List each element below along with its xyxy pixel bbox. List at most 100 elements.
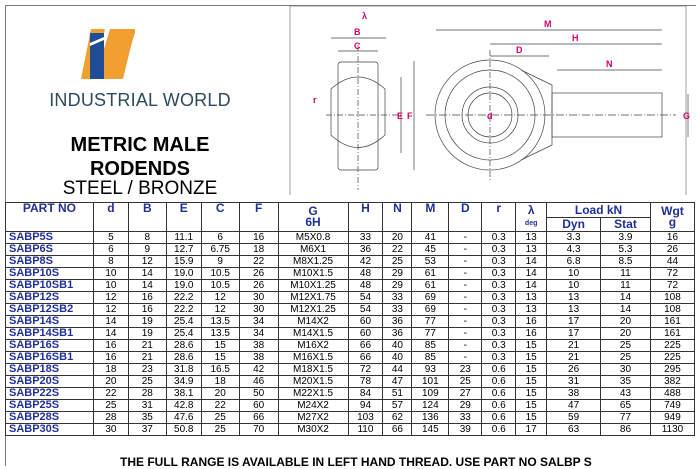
col-stat: Stat	[600, 217, 651, 232]
cell: 35	[127, 411, 167, 424]
cell: 25	[600, 351, 651, 364]
cell: 42	[347, 255, 384, 268]
part-number: SABP14SB1	[5, 327, 94, 340]
table-row: SABP16SB1 16 21 28.6 15 38 M16X1.5 66 40 85-0.3 15…	[5, 351, 696, 364]
cell: 38	[546, 387, 602, 400]
cell: 11.1	[165, 231, 202, 244]
part-number: SABP28S	[5, 411, 94, 424]
cell: 0.3	[481, 231, 517, 244]
cell: 0.3	[481, 339, 517, 352]
cell: 101	[411, 375, 450, 388]
cell: 14	[127, 279, 167, 292]
table-row: SABP20S 20 25 34.9 18 46 M20X1.5 78 47 101 25 0.6 15…	[5, 375, 696, 388]
cell: 16	[92, 351, 129, 364]
cell: M12X1.25	[277, 303, 349, 316]
cell: 16	[649, 231, 696, 244]
cell: 3.9	[600, 231, 651, 244]
table-row: SABP16S 16 21 28.6 15 38 M16X2 66 40 85-0.3 15 21 25…	[5, 339, 696, 352]
table-row: SABP14SB1 14 19 25.4 13.5 34 M14X1.5 60 36 77-0.3…	[5, 327, 696, 340]
cell: 34.9	[165, 375, 202, 388]
cell: 25	[200, 411, 240, 424]
cell: 14	[600, 303, 651, 316]
cell: 22	[200, 399, 240, 412]
footer-note: THE FULL RANGE IS AVAILABLE IN LEFT HAND…	[120, 455, 592, 469]
part-number: SABP5S	[5, 231, 94, 244]
cell: 6.75	[200, 243, 240, 256]
cell: 25	[600, 339, 651, 352]
cell: 29	[382, 279, 413, 292]
cell: 16	[127, 303, 167, 316]
cell: 20	[200, 387, 240, 400]
cell: 20	[382, 231, 413, 244]
cell: 382	[649, 375, 696, 388]
cell: 23	[448, 363, 483, 376]
rodend-technical-drawing: λ B C r E F d M H D N G	[289, 5, 690, 195]
cell: 18	[92, 363, 129, 376]
drawing-label-g: G	[683, 111, 690, 121]
cell: 69	[411, 303, 450, 316]
cell: 6	[92, 243, 129, 256]
cell: 40	[382, 351, 413, 364]
cell: 26	[238, 279, 279, 292]
cell: 21	[546, 339, 602, 352]
cell: -	[448, 315, 483, 328]
cell: 21	[127, 339, 167, 352]
col-g: G 6H	[277, 202, 349, 232]
table-row: SABP6S 6 9 12.7 6.75 18 M6X1 36 22 45-0.3 13 4.3 5.3…	[5, 243, 696, 256]
cell: 48	[347, 279, 384, 292]
col-r: r	[481, 202, 517, 232]
brand-name: INDUSTRIAL WORLD	[49, 90, 231, 110]
cell: 8.5	[600, 255, 651, 268]
cell: 6.8	[546, 255, 602, 268]
cell: 63	[546, 423, 602, 436]
cell: 10.5	[200, 267, 240, 280]
cell: 16	[515, 327, 548, 340]
cell: 62	[382, 411, 413, 424]
cell: 15.9	[165, 255, 202, 268]
drawing-label-f: F	[407, 111, 413, 121]
cell: -	[448, 339, 483, 352]
cell: 12	[92, 303, 129, 316]
col-h: H	[347, 202, 384, 232]
cell: 0.3	[481, 291, 517, 304]
col-f: F	[238, 202, 279, 232]
cell: 295	[649, 363, 696, 376]
cell: 1130	[649, 423, 696, 436]
drawing-label-b: B	[354, 27, 361, 37]
cell: 16	[238, 231, 279, 244]
cell: 14	[600, 291, 651, 304]
cell: 749	[649, 399, 696, 412]
cell: 0.6	[481, 411, 517, 424]
cell: 25	[200, 423, 240, 436]
cell: -	[448, 255, 483, 268]
drawing-label-angle: λ	[362, 11, 367, 21]
cell: 108	[649, 291, 696, 304]
table-row: SABP12SB2 12 16 22.2 12 30 M12X1.25 54 33 69-0.3 1…	[5, 303, 696, 316]
cell: 13	[515, 303, 548, 316]
cell: 77	[600, 411, 651, 424]
cell: 43	[600, 387, 651, 400]
cell: 20	[600, 327, 651, 340]
table-row: SABP28S 28 35 47.6 25 66 M27X2 103 62 136 33 0.6 15 5…	[5, 411, 696, 424]
cell: 25	[127, 375, 167, 388]
cell: 0.6	[481, 399, 517, 412]
col-m: M	[411, 202, 450, 232]
col-part-no: PART NO	[5, 202, 94, 232]
cell: 22.2	[165, 303, 202, 316]
drawing-label-r: r	[313, 95, 317, 105]
table-row: SABP12S 12 16 22.2 12 30 M12X1.75 54 33 69-0.3 13 1…	[5, 291, 696, 304]
cell: 21	[127, 351, 167, 364]
cell: 949	[649, 411, 696, 424]
cell: 14	[92, 315, 129, 328]
cell: 33	[382, 303, 413, 316]
cell: 22	[92, 387, 129, 400]
part-number: SABP25S	[5, 399, 94, 412]
cell: 10.5	[200, 279, 240, 292]
cell: 85	[411, 339, 450, 352]
cell: 38	[238, 351, 279, 364]
cell: 11	[600, 279, 651, 292]
cell: 13.5	[200, 327, 240, 340]
cell: 44	[649, 255, 696, 268]
cell: 50.8	[165, 423, 202, 436]
cell: 20	[600, 315, 651, 328]
